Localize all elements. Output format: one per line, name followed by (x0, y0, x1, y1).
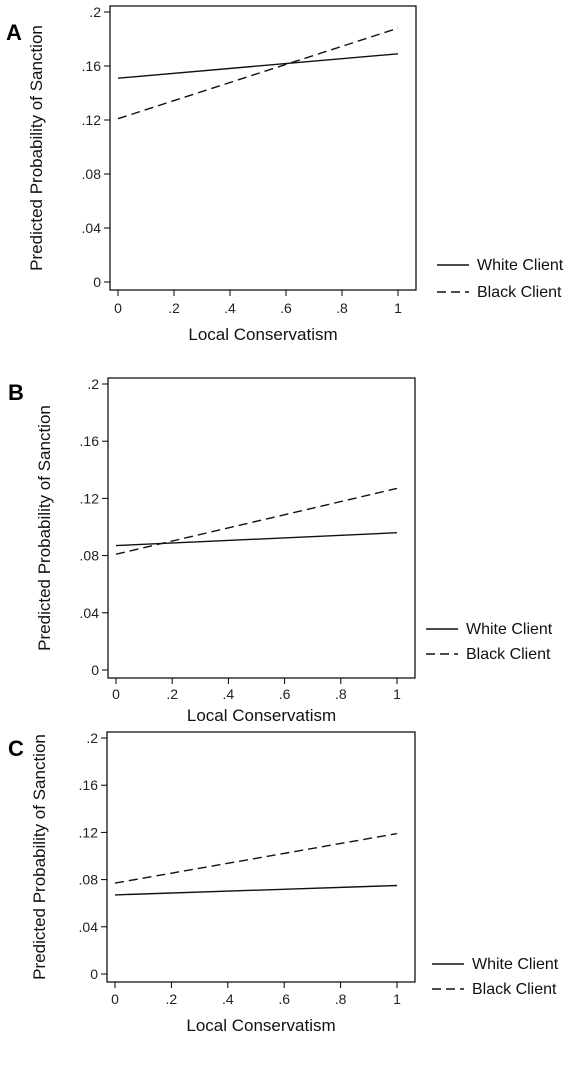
x-tick-label: .8 (335, 686, 347, 702)
y-tick-label: .04 (82, 220, 102, 236)
y-tick-label: .2 (87, 376, 99, 392)
y-tick-label: .16 (79, 777, 99, 793)
x-tick-label: .4 (222, 991, 234, 1007)
x-tick-label: .8 (335, 991, 347, 1007)
x-axis-title: Local Conservatism (188, 325, 337, 344)
x-axis-title: Local Conservatism (187, 706, 336, 725)
panel-label: C (8, 736, 24, 761)
panel-label: A (6, 20, 22, 45)
x-tick-label: .4 (223, 686, 235, 702)
x-tick-label: 1 (394, 300, 402, 316)
legend-label: White Client (466, 621, 553, 638)
x-tick-label: 0 (111, 991, 119, 1007)
y-tick-label: .2 (89, 4, 101, 20)
x-tick-label: .6 (279, 686, 291, 702)
panel-c: C 0 .04 .08 .12 .16 .2 0 .2 .4 .6 .8 1 Local Conserva… (8, 730, 559, 1035)
y-tick-label: .08 (79, 872, 99, 888)
x-tick-label: .2 (168, 300, 180, 316)
panel-a: A 0 .04 .08 .12 .16 .2 0 .2 .4 .6 .8 1 Local Conserva… (6, 4, 564, 344)
y-tick-label: .12 (82, 112, 102, 128)
x-tick-label: 1 (393, 991, 401, 1007)
x-tick-label: 0 (114, 300, 122, 316)
y-tick-label: .2 (86, 730, 98, 746)
x-tick-label: .4 (224, 300, 236, 316)
x-tick-label: .2 (166, 991, 178, 1007)
legend-label: White Client (477, 257, 564, 274)
y-axis-title: Predicted Probability of Sanction (30, 734, 49, 980)
plot-frame (106, 731, 416, 983)
y-tick-label: .16 (80, 433, 100, 449)
panel-label: B (8, 380, 24, 405)
series-line-white-client (114, 884, 398, 896)
x-tick-label: .8 (336, 300, 348, 316)
y-tick-label: 0 (93, 274, 101, 290)
series-line-black-client (115, 487, 398, 555)
x-tick-label: 1 (393, 686, 401, 702)
legend-label: White Client (472, 956, 559, 973)
x-tick-label: 0 (112, 686, 120, 702)
y-axis-title: Predicted Probability of Sanction (27, 25, 46, 271)
y-tick-label: 0 (90, 966, 98, 982)
x-tick-label: .2 (166, 686, 178, 702)
y-tick-label: .04 (80, 605, 100, 621)
y-tick-label: .04 (79, 919, 99, 935)
y-axis-title: Predicted Probability of Sanction (35, 405, 54, 651)
legend-label: Black Client (472, 981, 557, 998)
series-line-black-client (117, 27, 399, 120)
x-tick-label: .6 (280, 300, 292, 316)
y-tick-label: .12 (79, 824, 99, 840)
x-tick-label: .6 (278, 991, 290, 1007)
legend-label: Black Client (477, 284, 562, 301)
plot-frame (109, 5, 417, 291)
series-line-black-client (114, 832, 398, 884)
panel-b: B 0 .04 .08 .12 .16 .2 0 .2 .4 .6 .8 1 Local Conserva… (8, 376, 553, 725)
y-tick-label: .12 (80, 490, 100, 506)
x-axis-title: Local Conservatism (186, 1016, 335, 1035)
series-line-white-client (117, 53, 399, 79)
legend-label: Black Client (466, 646, 551, 663)
plot-frame (107, 377, 416, 679)
y-tick-label: .08 (80, 548, 100, 564)
y-tick-label: .16 (82, 58, 102, 74)
y-tick-label: .08 (82, 166, 102, 182)
y-tick-label: 0 (91, 662, 99, 678)
